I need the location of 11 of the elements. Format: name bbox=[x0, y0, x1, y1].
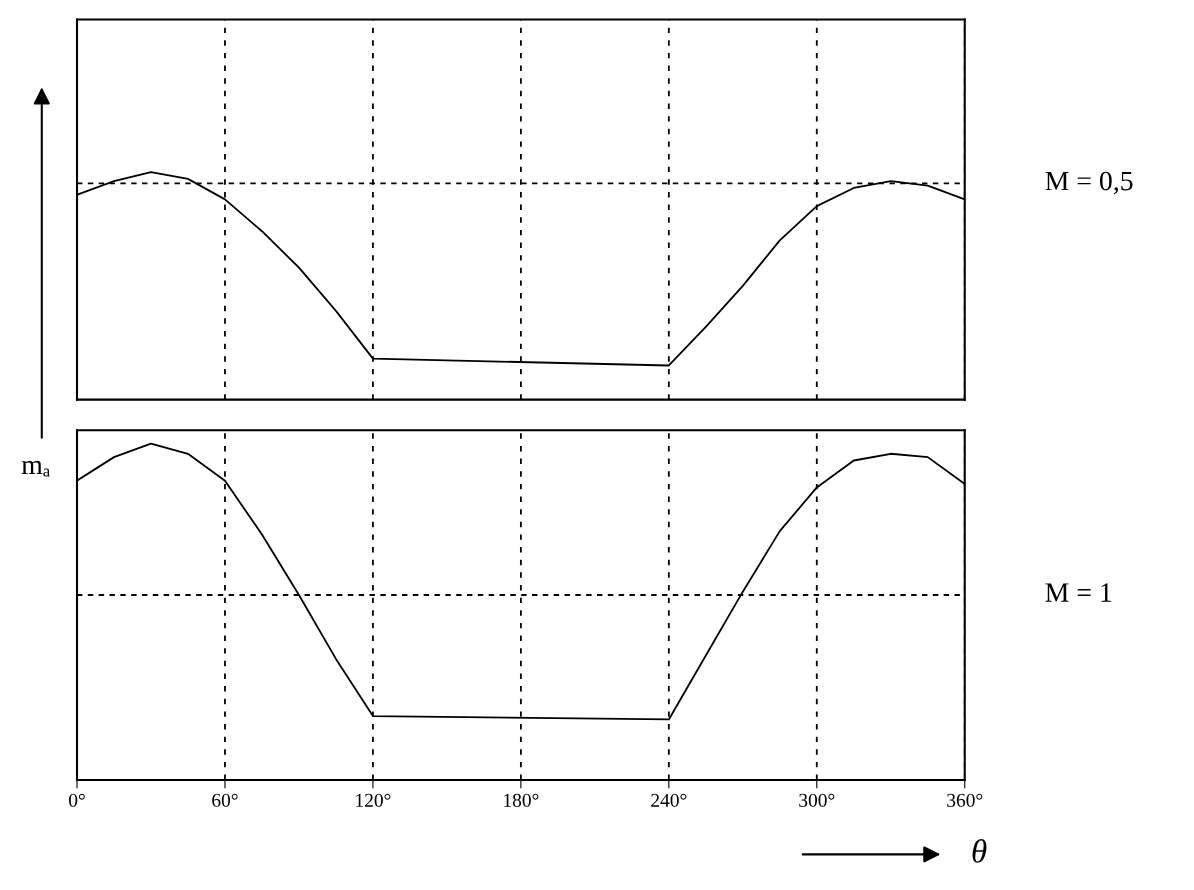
x-tick-label: 360° bbox=[947, 793, 983, 807]
x-tick-label: 60° bbox=[212, 793, 238, 807]
y-axis-title: mₐ bbox=[21, 460, 50, 477]
x-tick-label: 120° bbox=[356, 793, 391, 807]
x-tick-label: 0° bbox=[69, 793, 85, 807]
x-tick-label: 300° bbox=[799, 793, 835, 807]
x-tick-label: 240° bbox=[651, 793, 687, 807]
text: M = 1 bbox=[1045, 583, 1112, 602]
x-tick-label: 180° bbox=[504, 793, 539, 807]
x-axis-title: θ bbox=[972, 839, 987, 863]
text: M = 0,5 bbox=[1045, 171, 1133, 195]
